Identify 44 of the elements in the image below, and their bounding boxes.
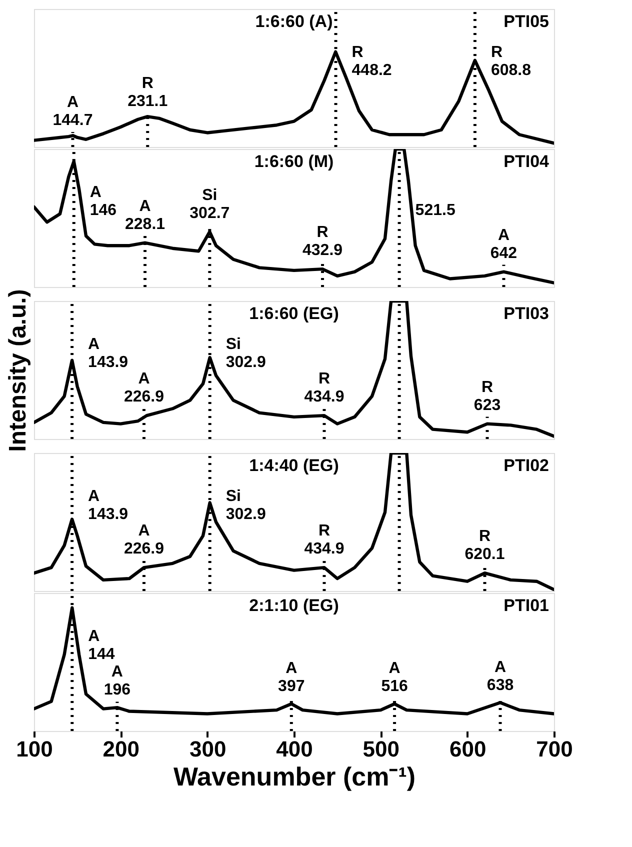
ref-line-label: R 448.2 — [352, 44, 392, 79]
x-tick-label: 300 — [189, 736, 226, 762]
chart-title: 1:6:60 (M) — [254, 152, 334, 171]
x-tick-label: 100 — [16, 736, 53, 762]
ref-line-label: 521.5 — [415, 202, 456, 219]
chart-subtitle: PTI04 — [504, 152, 550, 171]
x-tick-label: 400 — [276, 736, 313, 762]
ref-line-label: Si 302.7 — [190, 186, 230, 222]
chart-subtitle: PTI03 — [504, 304, 549, 323]
ref-line-label: A 196 — [104, 664, 131, 699]
ref-line-label: A 143.9 — [88, 488, 128, 523]
ref-line-label: R 434.9 — [304, 522, 344, 558]
ref-line-label: Si 302.9 — [226, 488, 266, 523]
ref-line-label: A 642 — [490, 226, 518, 262]
ref-line-label: A 228.1 — [124, 198, 166, 233]
x-tick-label: 600 — [449, 736, 486, 762]
ref-line-label: R 623 — [474, 378, 501, 414]
chart-subtitle: PTI05 — [504, 12, 549, 31]
ref-line-label: R 231.1 — [128, 74, 168, 110]
ref-line-label: R 620.1 — [464, 528, 505, 564]
x-tick-label: 200 — [102, 736, 140, 762]
ref-line-label: A 638 — [486, 658, 514, 694]
ref-line-label: A 144.7 — [52, 94, 93, 129]
x-axis-title: Wavenumber (cm⁻¹) — [173, 762, 416, 792]
chart-title: 1:6:60 (A) — [255, 12, 333, 31]
y-axis-title: Intensity (a.u.) — [4, 289, 32, 452]
chart-title: 1:6:60 (EG) — [249, 304, 339, 323]
ref-line-label: A 516 — [381, 660, 408, 696]
ref-line-label: R 434.9 — [304, 370, 344, 406]
ref-line-label: A 226.9 — [124, 522, 164, 558]
ref-line-label: Si 302.9 — [226, 336, 266, 371]
ref-line-label: R 608.8 — [490, 44, 532, 79]
chart-title: 2:1:10 (EG) — [249, 596, 339, 615]
ref-line-label: A 143.9 — [88, 336, 128, 371]
chart-subtitle: PTI02 — [504, 456, 549, 475]
x-tick-label: 500 — [362, 736, 400, 762]
ref-line-label: A 146 — [90, 184, 117, 219]
chart-title: 1:4:40 (EG) — [249, 456, 339, 475]
ref-line-label: A 144 — [88, 628, 115, 663]
ref-line-label: A 226.9 — [124, 370, 164, 406]
chart-subtitle: PTI01 — [504, 596, 549, 615]
x-tick-label: 700 — [536, 736, 573, 762]
ref-line-label: A 397 — [278, 660, 305, 696]
ref-line-label: R 432.9 — [302, 224, 343, 260]
